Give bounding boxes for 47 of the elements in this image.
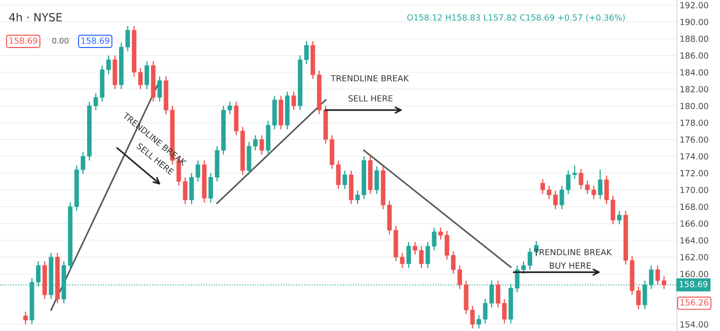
annotation: O158.12 H158.83 L157.82 C158.69 +0.57 (+0.36%) bbox=[407, 14, 625, 22]
annotation: TRENDLINE BREAK bbox=[330, 75, 409, 82]
y-tick-label: 170.00 bbox=[680, 186, 708, 194]
candlestick bbox=[157, 76, 162, 102]
y-tick-label: 190.00 bbox=[680, 18, 708, 26]
annotation: 158.69 bbox=[10, 37, 38, 44]
annotation: SELL HERE bbox=[348, 95, 393, 102]
candlestick bbox=[291, 91, 296, 111]
y-tick-label: 192.00 bbox=[680, 2, 708, 8]
y-tick-label: 188.00 bbox=[680, 36, 708, 42]
y-tick-label: 174.00 bbox=[680, 153, 708, 160]
y-tick-label: 164.00 bbox=[680, 237, 708, 244]
candlestick bbox=[483, 298, 488, 324]
candlestick bbox=[144, 60, 150, 90]
candlestick bbox=[342, 170, 348, 190]
candlestick bbox=[432, 227, 436, 251]
y-tick-label: 162.00 bbox=[680, 254, 708, 260]
candlestick bbox=[400, 252, 404, 269]
annotation: 158.69 bbox=[82, 37, 110, 44]
candlestick bbox=[426, 241, 430, 269]
y-tick-label: 172.00 bbox=[680, 170, 708, 176]
candlestick bbox=[566, 170, 571, 195]
ref-line-label: 158.69 bbox=[680, 280, 708, 288]
y-tick-label: 168.00 bbox=[680, 204, 708, 210]
candlestick bbox=[617, 210, 622, 225]
candlestick bbox=[260, 134, 264, 156]
candlestick bbox=[560, 185, 564, 210]
candlestick bbox=[23, 311, 28, 325]
candlestick bbox=[125, 25, 130, 52]
candlestick bbox=[598, 169, 602, 200]
y-tick-label: 180.00 bbox=[680, 102, 708, 110]
y-tick-label: 154.00 bbox=[680, 321, 708, 328]
candlestick bbox=[476, 314, 482, 330]
candlestick bbox=[374, 166, 379, 195]
y-tick-label: 184.00 bbox=[680, 69, 708, 76]
y-tick-label: 160.00 bbox=[680, 270, 708, 278]
y-tick-label: 178.00 bbox=[680, 120, 708, 126]
annotation: BUY HERE bbox=[550, 262, 591, 269]
candlestick bbox=[572, 164, 577, 180]
y-tick-label: 166.00 bbox=[680, 220, 708, 227]
text: 156.26 bbox=[680, 299, 708, 306]
y-tick-label: 176.00 bbox=[680, 136, 708, 143]
candlestick bbox=[182, 176, 188, 205]
candlestick bbox=[406, 241, 411, 269]
annotation: 4h · NYSE bbox=[9, 12, 62, 22]
y-tick-label: 182.00 bbox=[680, 86, 708, 92]
y-tick-label: 186.00 bbox=[680, 52, 708, 59]
